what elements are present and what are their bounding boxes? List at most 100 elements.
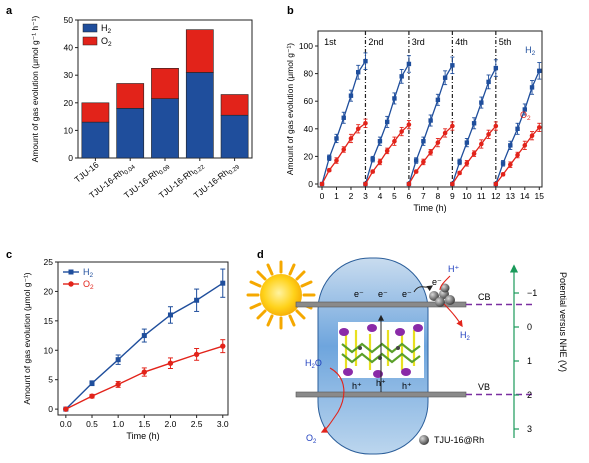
data-point (141, 369, 148, 375)
h2-product-label: H2 (460, 330, 471, 342)
y-tick-label: 0 (48, 404, 53, 414)
bar-h2 (151, 98, 179, 159)
y-tick-label: 15 (44, 316, 54, 326)
potential-axis-ticks: −1 0 1 2 3 (514, 288, 537, 434)
data-point (341, 147, 347, 152)
x-tick-label: 0.5 (86, 419, 98, 429)
y-tick-label: 10 (64, 125, 74, 135)
data-point (89, 380, 95, 386)
series-label: O2 (520, 110, 531, 122)
y-axis-label: Amount of gas evolution (μmol g⁻¹ h⁻¹) (30, 16, 40, 163)
data-point (115, 357, 121, 363)
data-point (471, 121, 477, 126)
x-tick-label: 1.0 (112, 419, 124, 429)
x-tick-label: 15 (535, 191, 545, 201)
data-point (334, 136, 339, 141)
x-tick-label: 4 (378, 191, 383, 201)
data-point (377, 139, 383, 144)
data-point (377, 159, 383, 165)
plot-frame (57, 261, 229, 416)
potential-tick-label: 3 (527, 424, 532, 434)
cb-label: CB (478, 292, 491, 302)
potential-axis-label: Potential versus NHE (V) (558, 272, 568, 372)
chart-c: 0 5 10 15 20 25 0.0 0.5 1.0 1.5 2.0 2.5 3.0 Time (h) A… (22, 257, 229, 441)
water-oxidation-arrow (320, 367, 345, 433)
y-tick-label: 20 (44, 286, 54, 296)
plot-frame (317, 30, 543, 188)
legend-label: O2 (83, 279, 94, 291)
x-tick-label: 9 (450, 191, 455, 201)
data-point (435, 97, 441, 103)
diagram-d: CB VB (246, 257, 568, 455)
x-tick-label: 5 (392, 191, 397, 201)
data-point (384, 148, 390, 154)
x-tick-label: 2 (349, 191, 354, 201)
vb-band (295, 391, 467, 398)
data-point (421, 159, 426, 165)
y-tick-label: 0 (308, 179, 313, 189)
data-point (435, 140, 441, 145)
hole-label-1: h⁺ (352, 381, 362, 391)
data-point (428, 149, 433, 155)
x-tick-label: 1.5 (138, 419, 150, 429)
hole-label-2: h⁺ (376, 378, 386, 388)
y-tick-label: 20 (64, 98, 74, 108)
bar-h2 (220, 114, 249, 159)
data-point (392, 138, 397, 144)
x-tick-label: 14 (520, 191, 530, 201)
data-point (348, 93, 354, 98)
data-point (522, 143, 528, 148)
x-tick-label: 1 (334, 191, 339, 201)
data-point (355, 126, 361, 132)
x-tick-label: 8 (436, 191, 441, 201)
y-tick-label: 10 (44, 345, 54, 355)
data-point (464, 140, 470, 145)
panel-letter-a: a (6, 5, 13, 17)
data-point (450, 181, 455, 187)
data-point (384, 119, 390, 125)
data-point (450, 63, 455, 68)
y-tick-label: 60 (304, 96, 314, 106)
data-point (370, 169, 375, 174)
y-tick-label: 50 (64, 15, 74, 25)
h2-arrow (443, 303, 463, 328)
bar-o2 (185, 29, 214, 73)
y-tick-label: 0 (68, 153, 73, 163)
cycle-label: 4th (455, 37, 468, 47)
chart-a: 0 10 20 30 40 50 Amount of gas evolution (μmol… (30, 15, 253, 200)
x-tick-label: 6 (407, 191, 412, 201)
data-point (529, 133, 535, 138)
data-point (141, 333, 147, 339)
data-point (220, 343, 226, 349)
data-point (193, 351, 200, 358)
data-point (413, 169, 419, 174)
x-tick-label: 10 (462, 191, 472, 201)
legend-label: H2 (101, 23, 112, 35)
electron-label-1: e⁻ (354, 289, 364, 299)
catalyst-legend-label: TJU-16@Rh (434, 435, 484, 445)
data-point (194, 297, 200, 303)
y-tick-label: 100 (299, 41, 313, 51)
potential-tick-label: −1 (527, 288, 537, 298)
legend-marker (68, 269, 74, 275)
y-axis-label: Amount of gas evolution (μmol g⁻¹) (285, 43, 295, 175)
panel-letter-c: c (6, 249, 12, 261)
data-point (392, 96, 397, 101)
data-point (486, 79, 491, 85)
y-tick-label: 25 (44, 257, 54, 267)
data-point (508, 143, 513, 148)
water-label: H2O (305, 358, 322, 370)
data-point (413, 158, 419, 163)
data-point (348, 136, 354, 141)
panel-letter-d: d (257, 249, 264, 261)
data-point (442, 75, 448, 80)
legend-label: O2 (101, 36, 112, 48)
x-tick-label: 7 (421, 191, 426, 201)
data-point (341, 115, 346, 120)
data-point (399, 74, 404, 79)
data-point (167, 312, 173, 318)
y-tick-label: 40 (64, 43, 74, 53)
o2-product-label: O2 (306, 433, 317, 445)
electron-transfer-arrow (413, 285, 433, 293)
y-tick-label: 80 (304, 69, 314, 79)
